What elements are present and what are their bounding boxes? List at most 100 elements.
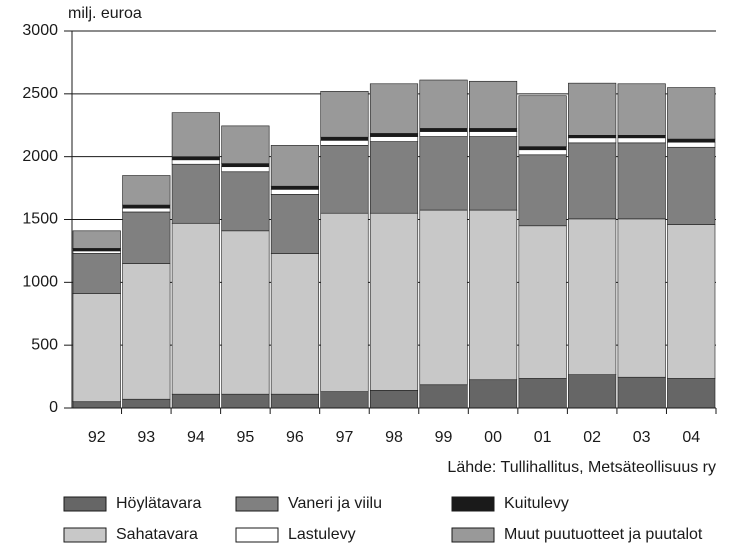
bar-segment	[568, 142, 617, 220]
bar-segment	[667, 378, 716, 409]
bar-segment	[320, 145, 369, 214]
bar-segment	[270, 185, 319, 190]
x-tick-label: 04	[682, 429, 700, 446]
bar-segment	[221, 171, 270, 232]
bar-segment	[171, 222, 220, 395]
bar-segment	[419, 136, 468, 211]
bar-segment	[469, 136, 518, 211]
bar-segment	[518, 95, 567, 147]
bar-segment	[518, 225, 567, 379]
x-tick-label: 97	[336, 429, 354, 446]
bar-segment	[568, 137, 617, 144]
y-axis-label: milj. euroa	[68, 5, 142, 22]
bar-segment	[122, 211, 171, 264]
bar-segment	[221, 166, 270, 173]
bar-segment	[518, 149, 567, 156]
bar-segment	[320, 91, 369, 138]
bar-segment	[667, 146, 716, 225]
bar-segment	[369, 133, 419, 137]
legend-label: Sahatavara	[116, 526, 198, 543]
bar-segment	[617, 135, 666, 139]
bar-segment	[122, 175, 171, 206]
bar-segment	[419, 128, 468, 132]
bar-segment	[171, 156, 220, 161]
source-note: Lähde: Tullihallitus, Metsäteollisuus ry	[447, 459, 716, 476]
y-tick-label: 0	[49, 399, 58, 416]
bar-segment	[270, 194, 319, 254]
bar-segment	[419, 384, 468, 409]
bar-segment	[320, 136, 369, 141]
y-tick-label: 500	[31, 336, 58, 353]
x-tick-label: 99	[435, 429, 453, 446]
bar-segment	[419, 79, 468, 129]
bar-segment	[221, 230, 270, 395]
bar-segment	[171, 112, 220, 157]
bar-segment	[320, 212, 369, 392]
y-tick-label: 3000	[22, 22, 58, 39]
bar-segment	[221, 125, 270, 164]
x-tick-label: 93	[137, 429, 155, 446]
bar-segment	[369, 212, 419, 391]
bar-segment	[72, 248, 121, 252]
bar-segment	[72, 401, 121, 409]
bar-segment	[72, 250, 121, 254]
legend-label: Kuitulevy	[504, 495, 569, 512]
bar-segment	[568, 135, 617, 139]
bar-segment	[221, 393, 270, 409]
bar-segment	[419, 131, 468, 137]
bar-segment	[369, 136, 419, 142]
bar-segment	[122, 204, 171, 209]
y-tick-label: 2000	[22, 148, 58, 165]
bar-segment	[270, 253, 319, 395]
bar-segment	[369, 83, 419, 134]
bar-segment	[469, 131, 518, 137]
bar-segment	[122, 398, 171, 409]
bar-segment	[469, 128, 518, 132]
bar-segment	[270, 145, 319, 187]
x-tick-label: 98	[385, 429, 403, 446]
legend-swatch	[63, 527, 107, 543]
x-tick-label: 02	[583, 429, 601, 446]
bar-segment	[667, 224, 716, 379]
legend-label: Muut puutuotteet ja puutalot	[504, 526, 703, 543]
legend-label: Vaneri ja viilu	[288, 495, 382, 512]
bar-segment	[72, 253, 121, 294]
x-tick-label: 96	[286, 429, 304, 446]
legend-swatch	[451, 527, 495, 543]
bar-segment	[320, 140, 369, 146]
legend-swatch	[451, 496, 495, 512]
x-tick-label: 92	[88, 429, 106, 446]
bar-segment	[419, 209, 468, 386]
bar-segment	[568, 82, 617, 136]
bar-segment	[518, 146, 567, 151]
x-tick-label: 01	[534, 429, 552, 446]
y-tick-label: 1000	[22, 274, 58, 291]
x-tick-label: 03	[633, 429, 651, 446]
y-tick-label: 1500	[22, 211, 58, 228]
bar-segment	[518, 378, 567, 409]
x-tick-label: 95	[236, 429, 254, 446]
bar-segment	[667, 141, 716, 148]
bar-segment	[617, 218, 666, 378]
bar-segment	[369, 141, 419, 214]
bar-segment	[667, 87, 716, 140]
bar-segment	[617, 137, 666, 144]
bar-segment	[469, 209, 518, 381]
bar-segment	[568, 218, 617, 375]
legend-swatch	[63, 496, 107, 512]
bar-segment	[617, 83, 666, 136]
x-tick-label: 00	[484, 429, 502, 446]
bar-segment	[469, 80, 518, 129]
bar-segment	[270, 393, 319, 409]
legend-label: Höylätavara	[116, 495, 201, 512]
bar-segment	[122, 207, 171, 213]
y-tick-label: 2500	[22, 85, 58, 102]
bar-segment	[221, 163, 270, 168]
bar-segment	[72, 230, 121, 249]
bar-segment	[122, 263, 171, 400]
bar-segment	[568, 374, 617, 409]
bar-segment	[270, 189, 319, 195]
bar-segment	[469, 379, 518, 409]
legend-label: Lastulevy	[288, 526, 356, 543]
